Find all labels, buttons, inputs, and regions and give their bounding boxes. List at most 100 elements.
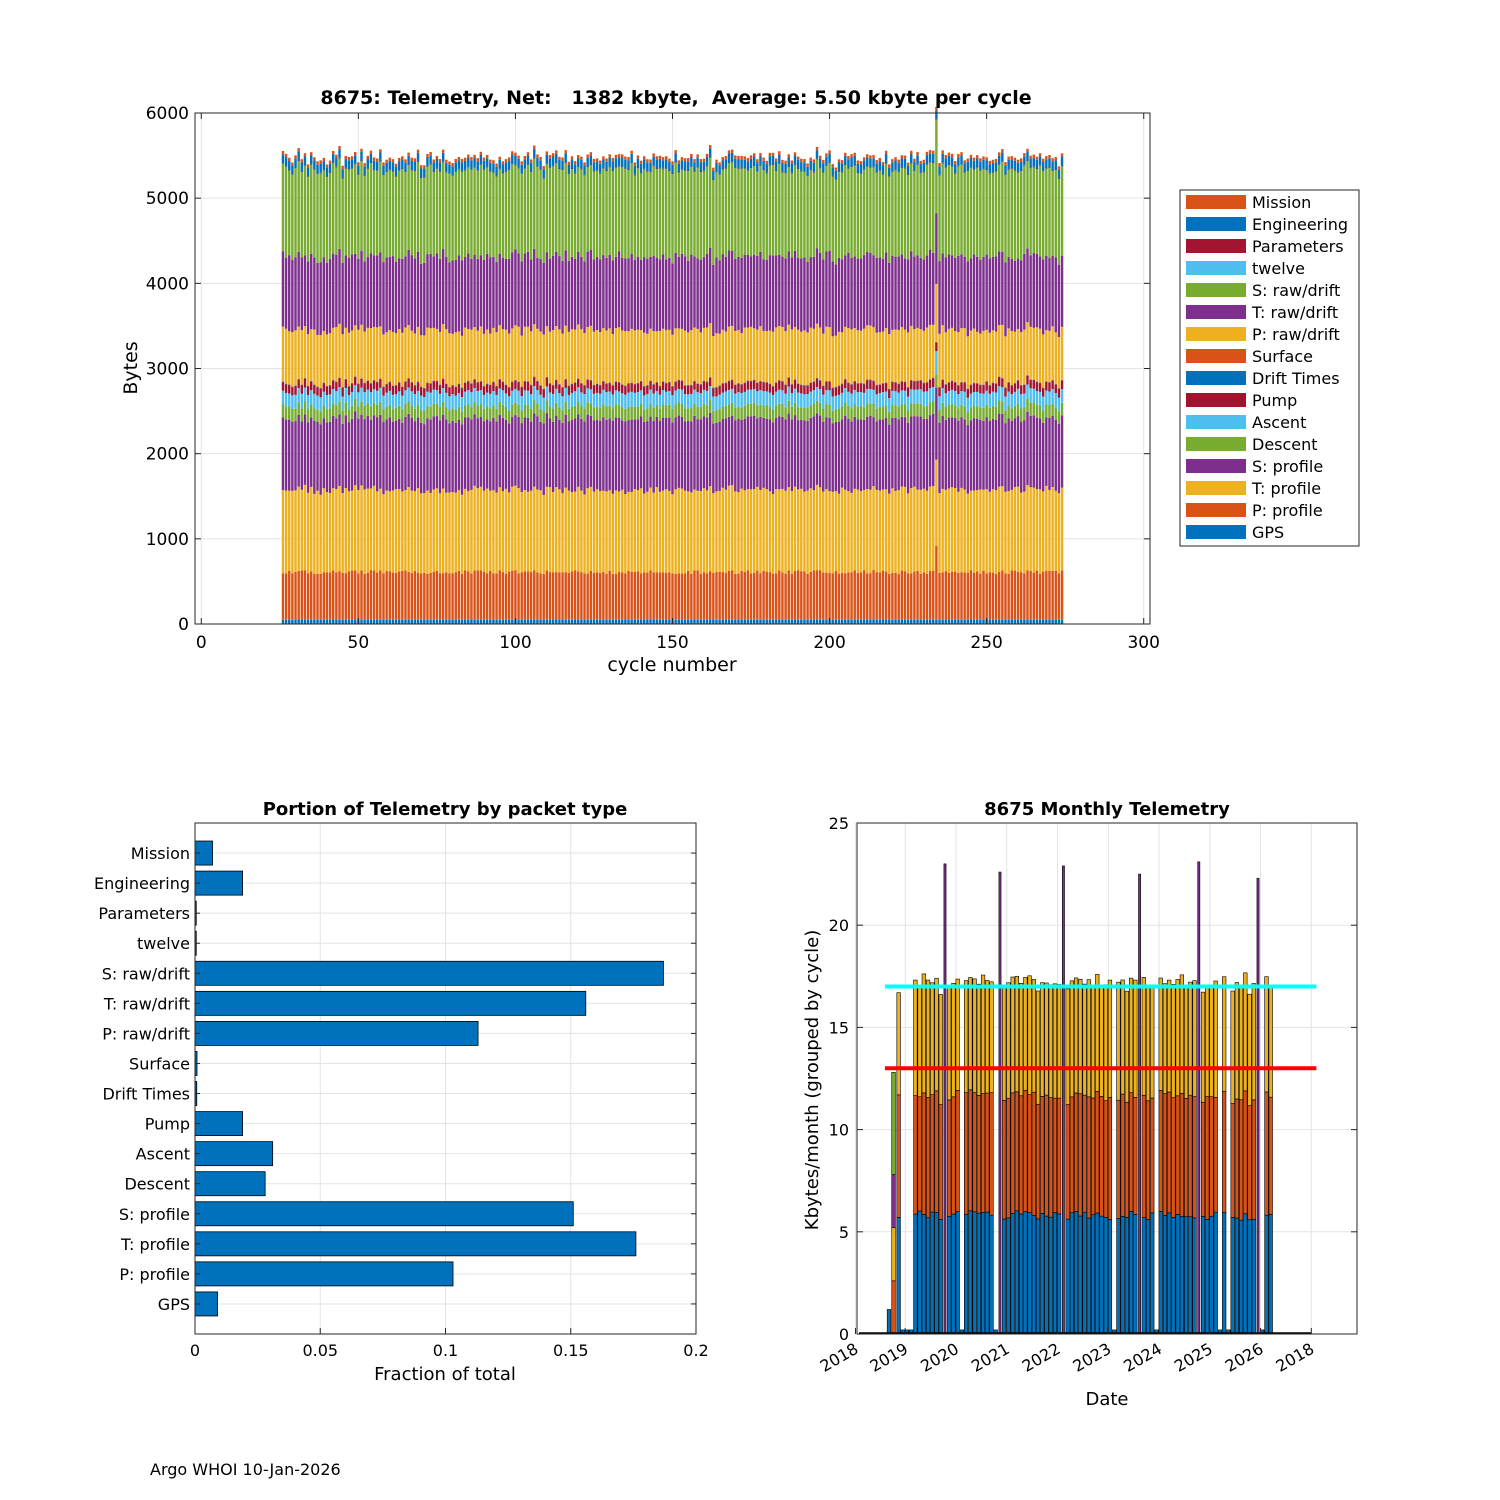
bar-segment [316,395,319,410]
cycle-bar-50 [357,162,360,624]
bar-segment [668,161,671,171]
bar-segment [768,330,772,384]
bar-segment [972,382,976,384]
bar-segment [730,325,734,380]
bar-segment [501,164,505,174]
bar-segment [655,390,659,405]
bar-segment [589,380,593,381]
bar-segment [1041,170,1045,172]
bar-segment [608,619,611,624]
bar-segment [498,619,501,624]
bar-segment [655,382,659,383]
bar-segment [479,381,483,382]
bar-segment [375,170,379,171]
bar-segment [655,382,659,383]
cycle-bar-198 [822,159,825,624]
bar-segment [338,571,341,620]
bar-segment [401,409,404,423]
bar-segment [919,379,922,381]
bar-segment [1054,419,1057,491]
bar-segment [840,487,844,573]
bar-segment [840,171,844,173]
bar-segment [812,403,816,417]
bar-segment [542,494,545,574]
bar-segment [580,392,583,407]
bar-segment [834,179,838,265]
bar-segment [504,419,508,489]
bar-segment [922,171,926,173]
bar-segment [1045,159,1048,169]
bar-segment [705,381,709,383]
bar-segment [947,619,951,624]
bar-segment [756,162,759,172]
month-bar [1099,986,1104,1335]
bar-segment [1041,422,1045,492]
bar-segment [539,385,542,395]
bar-segment [784,419,787,491]
bar-segment [338,378,341,379]
bar-segment [485,573,489,620]
bar-segment [847,327,850,383]
bar-segment [621,166,624,258]
bar-segment [859,392,863,407]
bar-segment [988,619,992,624]
bar-segment [394,176,398,177]
bar-segment [322,572,326,620]
bar-segment [884,571,888,620]
bar-segment [686,161,690,171]
bar-segment [800,384,803,385]
bar-segment [866,489,869,574]
bar-segment [759,380,762,382]
bar-segment [482,421,486,491]
bar-segment [661,381,665,383]
bar-segment [815,378,819,379]
bar-segment [803,162,806,171]
bar-segment [316,164,319,174]
bar-segment [771,331,775,386]
bar-segment [787,413,790,488]
bar-segment [668,382,671,383]
bar-segment [583,261,586,333]
bar-segment [1029,402,1032,416]
bar-segment [328,160,332,164]
bar-segment [419,165,423,169]
bar-segment [822,163,825,173]
bar-segment [473,167,476,255]
bar-segment [646,333,649,385]
bar-segment [520,335,523,387]
bar-segment [627,383,630,384]
bar-segment [643,493,646,573]
bar-segment [281,573,285,620]
bar-segment [664,489,668,574]
bar-segment [1038,382,1042,384]
bar-segment [567,408,571,422]
bar-segment [778,325,781,381]
bar-segment [564,401,567,415]
bar-segment [800,419,803,489]
bar-segment [435,381,439,382]
bar-segment [840,419,844,488]
bar-segment [1060,156,1064,166]
bar-segment [847,405,850,419]
bar-segment [837,493,841,574]
bar-segment [922,418,926,489]
bar-segment [661,490,665,573]
bar-segment [944,489,948,572]
bar-segment [749,256,753,327]
bar-segment [994,171,998,257]
bar-segment [467,381,470,391]
bar-segment [985,160,988,170]
bar-segment [718,619,721,624]
bar-segment [407,249,410,326]
cycle-bar-131 [611,157,615,624]
bar-segment [787,324,790,378]
bar-segment [900,155,904,159]
bar-segment [1001,414,1004,487]
bar-segment [809,169,812,258]
bar-segment [954,571,957,620]
month-bar [1103,984,1108,1335]
bar-segment [322,169,326,171]
bar-segment [913,389,916,404]
cycle-bar-202 [834,167,838,624]
